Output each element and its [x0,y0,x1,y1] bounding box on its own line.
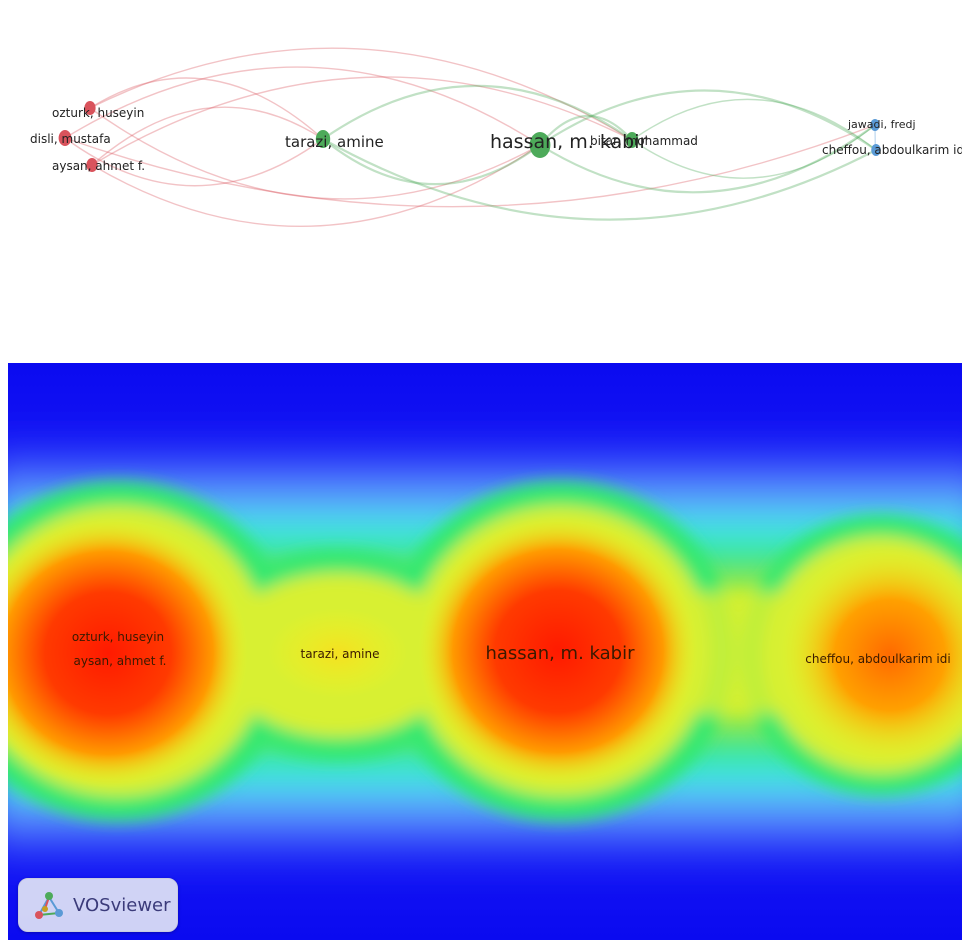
edge-bitar-cheffou [631,98,877,151]
node-label-bitar: bitar, mohammad [590,134,698,148]
node-cheffou[interactable] [871,144,881,156]
node-tarazi[interactable] [315,130,331,148]
density-core-left [8,518,248,788]
density-label-aysan: aysan, ahmet f. [73,654,166,668]
node-disli[interactable] [58,130,72,146]
node-label-cheffou: cheffou, abdoulkarim idi [822,143,962,157]
edge-aysan-hassan [91,144,541,228]
node-bitar[interactable] [625,132,639,148]
edge-tarazi-bitar [322,84,633,141]
edge-bitar-jawadi [631,124,876,179]
vosviewer-label: VOSviewer [73,894,171,916]
edge-disli-jawadi [64,124,876,208]
edge-ozturk-bitar [89,47,633,141]
vosviewer-logo-icon [35,892,63,919]
edge-disli-tarazi [64,137,324,187]
density-label-tarazi: tarazi, amine [301,647,380,661]
density-label-ozturk: ozturk, huseyin [72,630,164,644]
edge-hassan-jawadi [539,124,876,194]
edge-aysan-tarazi [91,106,324,166]
edge-hassan-bitar [539,114,633,146]
density-visualization: ozturk, huseyin aysan, ahmet f. tarazi, am… [8,363,962,940]
node-label-jawadi: jawadi, fredj [847,118,916,131]
node-hassan[interactable] [529,132,551,158]
network-visualization: ozturk, huseyin disli, mustafa aysan, ahme… [30,47,962,228]
network-edges [64,47,877,228]
node-aysan[interactable] [86,158,98,172]
network-nodes [58,101,881,172]
edge-hassan-cheffou [539,89,877,151]
node-label-tarazi: tarazi, amine [285,133,384,151]
density-label-hassan: hassan, m. kabir [485,643,635,664]
vosviewer-badge: VOSviewer [18,878,178,932]
edge-ozturk-hassan [89,107,541,200]
network-labels: ozturk, huseyin disli, mustafa aysan, ahme… [30,106,962,173]
node-jawadi[interactable] [870,119,880,131]
node-label-aysan: aysan, ahmet f. [52,159,145,173]
edge-tarazi-cheffou [322,138,877,221]
node-label-hassan: hassan, m. kabir [490,131,647,153]
edge-ozturk-tarazi [89,77,324,140]
density-label-cheffou: cheffou, abdoulkarim idi [805,652,950,666]
edge-disli-hassan [64,66,541,146]
density-labels: ozturk, huseyin aysan, ahmet f. tarazi, am… [72,630,951,668]
edge-aysan-bitar [91,76,633,166]
density-core-right [780,545,962,765]
node-ozturk[interactable] [84,101,96,115]
node-label-ozturk: ozturk, huseyin [52,106,144,120]
density-core-tarazi [268,608,408,698]
density-core-hassan [418,516,698,786]
edge-tarazi-hassan [322,138,541,186]
node-label-disli: disli, mustafa [30,132,111,146]
